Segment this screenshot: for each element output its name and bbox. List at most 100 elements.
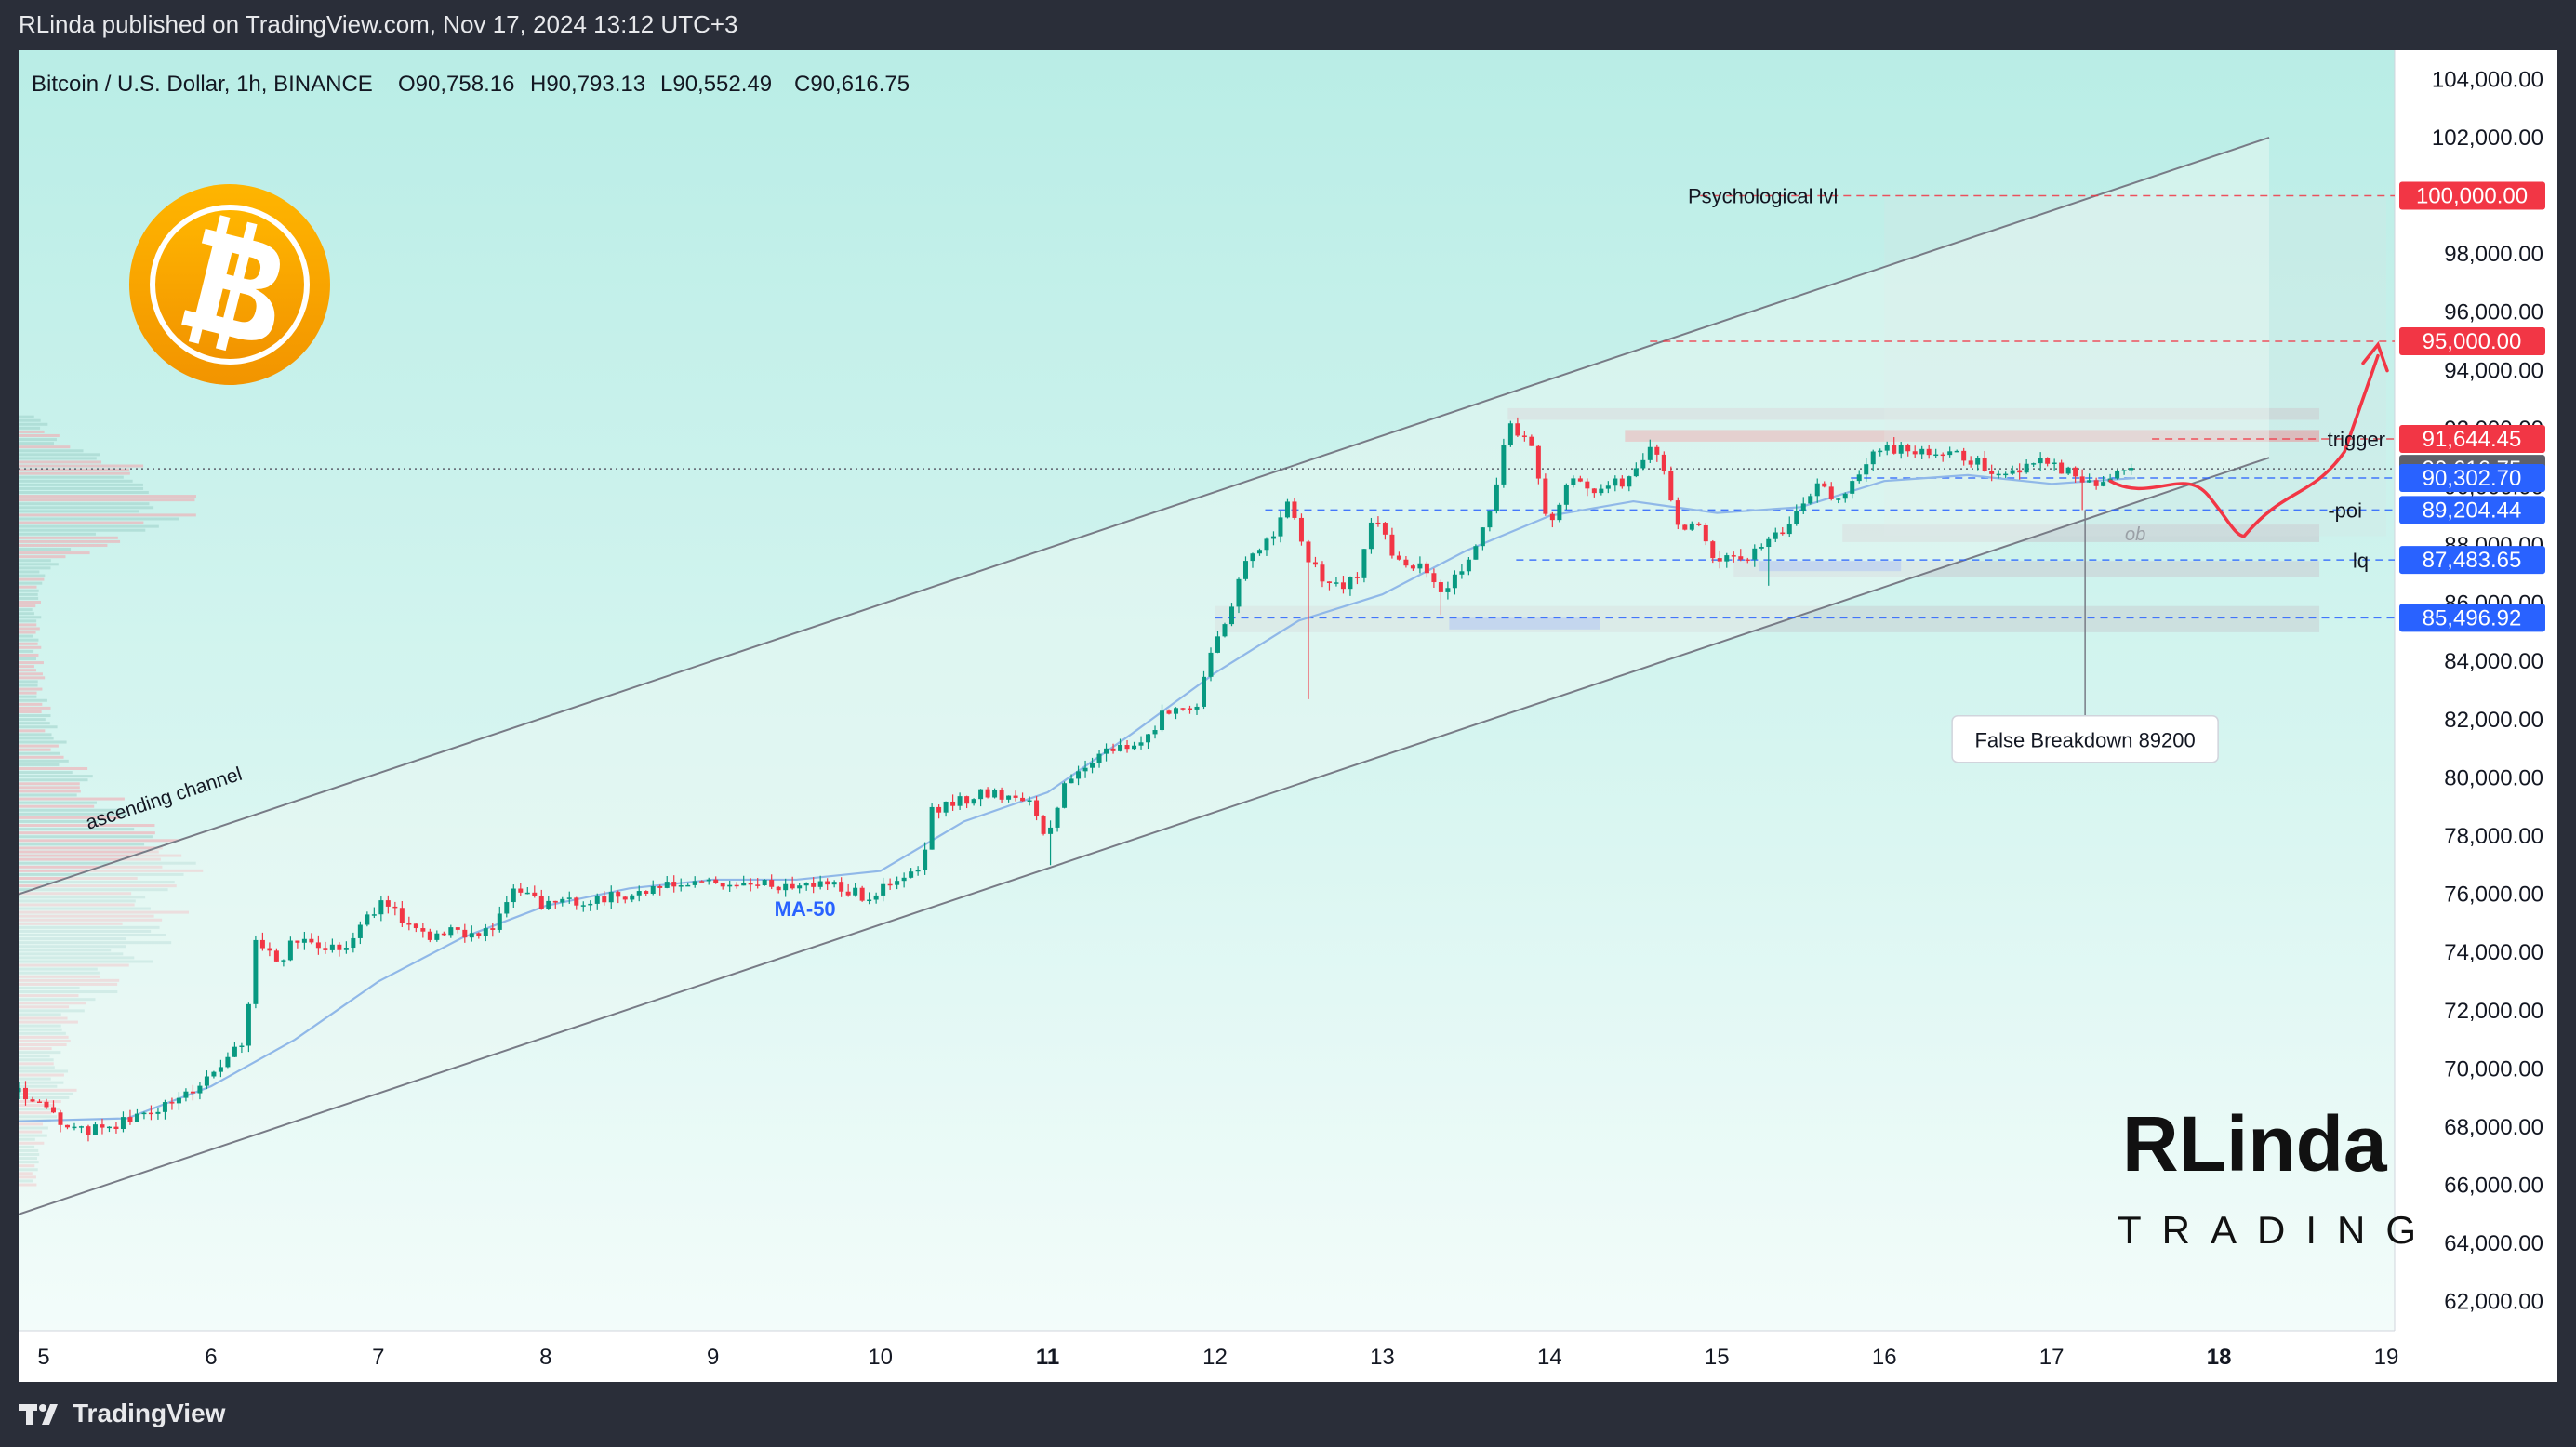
candle-body	[1034, 800, 1040, 816]
candle-body	[1438, 582, 1443, 592]
target-area	[1884, 195, 2387, 537]
trigger-zone	[1625, 430, 2320, 442]
volume-profile-bar	[19, 1016, 68, 1020]
volume-profile-bar	[19, 438, 57, 442]
candle-body	[678, 885, 684, 887]
candle-body	[978, 789, 984, 800]
candle-body	[706, 879, 711, 882]
candle-body	[281, 960, 286, 962]
y-tick-label: 66,000.00	[2444, 1174, 2543, 1199]
volume-profile-bar	[19, 543, 108, 547]
volume-profile-bar	[19, 1175, 36, 1179]
price-label-text: 85,496.92	[2423, 605, 2522, 631]
volume-profile-bar	[19, 881, 175, 884]
volume-profile-bar	[19, 994, 79, 998]
chart-area[interactable]: Psychological lvl trigger -poi lq ob ascendin…	[16, 50, 2557, 1382]
volume-profile-bar	[19, 471, 130, 475]
candle-body	[1982, 458, 1987, 471]
candle-body	[1312, 562, 1318, 565]
candle-body	[1326, 581, 1332, 583]
candle-body	[957, 796, 963, 806]
volume-profile-bar	[19, 698, 47, 702]
candle-body	[1731, 555, 1736, 557]
candle-body	[594, 896, 600, 904]
ascending-channel[interactable]	[18, 136, 2270, 1215]
volume-profile-bar	[19, 1069, 69, 1073]
candle-body	[1396, 555, 1401, 560]
volume-profile-bar	[19, 619, 37, 623]
y-tick-label: 82,000.00	[2444, 708, 2543, 733]
volume-profile-bar	[19, 457, 97, 460]
volume-profile-bar	[19, 672, 43, 676]
candle-body	[692, 881, 697, 885]
y-tick-label: 74,000.00	[2444, 940, 2543, 965]
candle-body	[483, 928, 488, 936]
candle-body	[1410, 565, 1415, 569]
candle-body	[225, 1056, 231, 1068]
volume-profile-bar	[19, 676, 46, 680]
candle-body	[1480, 527, 1485, 547]
lq-blue-zone	[1759, 561, 1902, 572]
volume-profile-bar	[19, 453, 100, 457]
volume-profile-bar	[19, 733, 52, 737]
false-breakdown-label: False Breakdown 89200	[1974, 729, 2195, 752]
volume-profile-bar	[19, 498, 195, 502]
volume-profile-bar	[19, 808, 125, 812]
candle-body	[2129, 468, 2134, 471]
candle-body	[2003, 473, 2009, 476]
volume-profile-bar	[19, 669, 37, 672]
candle-body	[1069, 778, 1074, 784]
candle-body	[413, 923, 418, 929]
y-tick-label: 80,000.00	[2444, 765, 2543, 790]
y-tick-label: 62,000.00	[2444, 1290, 2543, 1315]
time-axis[interactable]: 5 6 7 8 9 10 11 12 13 14 15 16 17 18 19	[37, 1345, 2398, 1370]
candle-body	[1146, 734, 1151, 743]
legend-high: H90,793.13	[530, 72, 645, 97]
volume-profile-bar	[19, 1134, 47, 1137]
candle-body	[1752, 548, 1758, 560]
volume-profile-bar	[19, 978, 120, 982]
candle-body	[1605, 485, 1611, 489]
price-chart[interactable]: Psychological lvltrigger-poilqobascendin…	[16, 50, 2557, 1382]
candle-body	[1174, 708, 1179, 714]
candle-body	[1954, 450, 1959, 453]
volume-profile-bar	[19, 589, 39, 592]
candle-body	[1320, 564, 1325, 582]
candle-body	[560, 898, 565, 903]
candle-body	[1633, 468, 1639, 477]
volume-profile-bar	[19, 722, 50, 725]
candle-body	[1368, 522, 1374, 550]
price-label-badge	[2399, 424, 2545, 453]
tradingview-brand: TradingView	[73, 1399, 226, 1427]
y-tick-label: 84,000.00	[2444, 649, 2543, 674]
candle-body	[853, 887, 858, 896]
candle-body	[630, 895, 635, 900]
candle-body	[1800, 503, 1806, 511]
y-tick-label: 104,000.00	[2432, 67, 2543, 92]
price-axis[interactable]: 62,000.00 64,000.00 66,000.00 68,000.00 70,0…	[2399, 67, 2545, 1315]
volume-profile-bar	[19, 1152, 40, 1156]
candle-body	[315, 942, 321, 949]
volume-profile-bar	[19, 1095, 70, 1099]
tradingview-footer: TradingView	[0, 1382, 2576, 1447]
candle-body	[1389, 534, 1395, 556]
volume-profile-bar	[19, 1141, 45, 1145]
candle-body	[873, 895, 879, 900]
y-tick-label: 96,000.00	[2444, 300, 2543, 325]
tradingview-logo-icon	[19, 1404, 58, 1425]
candle-body	[1292, 501, 1297, 518]
psychological-level-label: Psychological lvl	[1688, 184, 1838, 207]
candle-body	[1738, 556, 1744, 560]
volume-profile-bar	[19, 907, 151, 910]
y-tick-label: 98,000.00	[2444, 242, 2543, 267]
candle-body	[337, 944, 342, 950]
candle-body	[86, 1126, 91, 1135]
candle-body	[1006, 795, 1012, 800]
candle-body	[1270, 536, 1276, 539]
volume-profile-bar	[19, 956, 135, 960]
volume-profile-bar	[19, 445, 71, 449]
candle-body	[887, 883, 893, 886]
volume-profile-bar	[19, 596, 39, 600]
horizontal-levels[interactable]	[19, 194, 2395, 619]
candle-body	[100, 1124, 105, 1128]
